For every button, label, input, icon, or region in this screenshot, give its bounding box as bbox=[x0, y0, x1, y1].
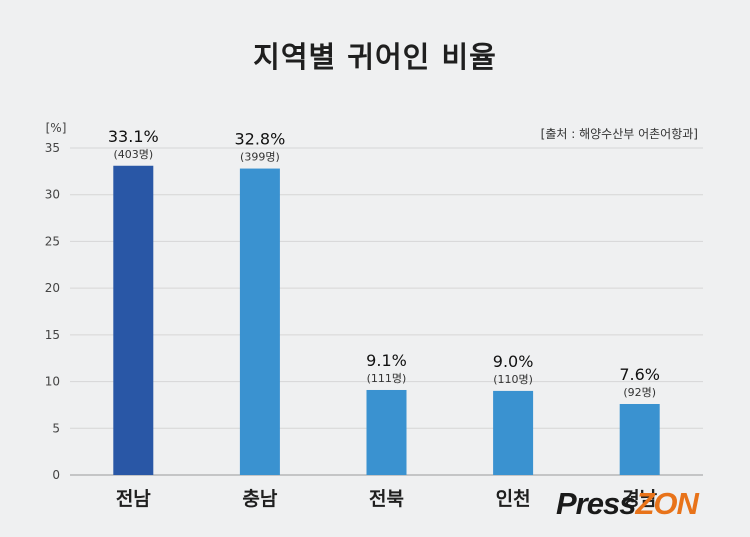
x-category-label: 경남 bbox=[622, 488, 657, 510]
chart-title: 지역별 귀어인 비율 bbox=[253, 40, 497, 74]
y-tick-label: 5 bbox=[52, 421, 60, 435]
count-label: (92명) bbox=[623, 386, 656, 399]
y-tick-label: 25 bbox=[45, 234, 60, 248]
bar-인천 bbox=[493, 390, 534, 475]
y-tick-label: 30 bbox=[45, 188, 60, 202]
count-label: (111명) bbox=[367, 372, 407, 385]
bar-충남 bbox=[239, 168, 280, 475]
value-label: 9.0% bbox=[493, 352, 534, 371]
x-category-label: 충남 bbox=[242, 488, 277, 510]
y-tick-label: 20 bbox=[45, 281, 60, 295]
value-label: 9.1% bbox=[366, 351, 407, 370]
x-category-label: 전남 bbox=[116, 488, 151, 510]
x-category-label: 전북 bbox=[369, 488, 404, 510]
bar-경남 bbox=[619, 403, 660, 475]
y-tick-label: 0 bbox=[52, 468, 60, 482]
bar-전북 bbox=[366, 389, 407, 475]
y-unit-label: [%] bbox=[46, 121, 67, 135]
count-label: (110명) bbox=[493, 373, 533, 386]
y-tick-label: 10 bbox=[45, 375, 60, 389]
y-tick-label: 15 bbox=[45, 328, 60, 342]
count-label: (403명) bbox=[113, 148, 153, 161]
value-label: 33.1% bbox=[108, 127, 159, 146]
pressszon-logo: PressZON bbox=[556, 486, 699, 521]
source-note: [출처 : 해양수산부 어촌어항과] bbox=[540, 127, 698, 141]
value-label: 7.6% bbox=[619, 365, 660, 384]
count-label: (399명) bbox=[240, 151, 280, 164]
bar-전남 bbox=[113, 165, 154, 475]
x-category-label: 인천 bbox=[496, 488, 531, 510]
y-tick-label: 35 bbox=[45, 141, 60, 155]
value-label: 32.8% bbox=[234, 130, 285, 149]
